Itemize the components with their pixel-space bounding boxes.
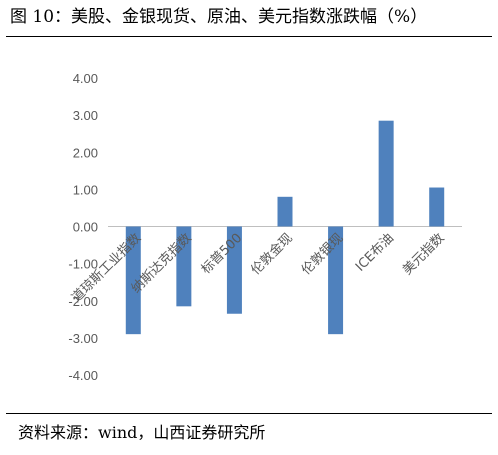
bars	[125, 120, 445, 335]
y-tick-label: -3.00	[68, 331, 98, 346]
bar	[378, 120, 394, 227]
y-tick-label: 1.00	[73, 182, 98, 197]
y-tick-label: 4.00	[73, 71, 98, 86]
figure-title: 图 10：美股、金银现货、原油、美元指数涨跌幅（%）	[10, 7, 428, 27]
y-tick-label: 2.00	[73, 145, 98, 160]
bar	[277, 196, 293, 227]
bar	[125, 226, 141, 335]
bar	[328, 226, 344, 335]
source-note: 资料来源：wind，山西证券研究所	[18, 423, 266, 442]
y-tick-label: -4.00	[68, 368, 98, 383]
bar	[176, 226, 192, 307]
y-axis-ticks: 4.00 3.00 2.00 1.00 0.00 -1.00 -2.00 -3.00 -4.00	[68, 71, 98, 383]
y-tick-label: 3.00	[73, 108, 98, 123]
x-category-label: 美元指数	[400, 231, 447, 278]
x-category-label: 伦敦金现	[248, 230, 296, 278]
y-tick-label: 0.00	[73, 220, 98, 235]
y-tick-label: -1.00	[68, 257, 98, 272]
y-tick-label: -2.00	[68, 294, 98, 309]
top-rule	[6, 36, 492, 37]
bottom-rule	[6, 413, 492, 414]
bar	[226, 226, 242, 314]
x-category-label: ICE布油	[353, 231, 397, 275]
bar	[429, 187, 445, 227]
